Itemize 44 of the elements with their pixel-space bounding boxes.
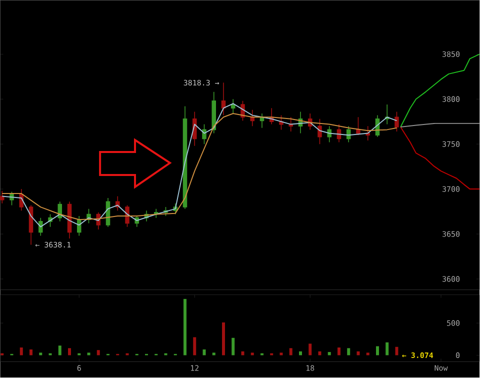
candlestick	[58, 201, 62, 222]
bar	[347, 348, 350, 356]
candlestick	[38, 218, 43, 236]
bar	[308, 344, 312, 356]
bar	[193, 337, 196, 356]
bar	[20, 348, 23, 356]
bar	[184, 299, 186, 356]
bar	[298, 352, 302, 356]
candlestick	[192, 111, 197, 146]
candlestick	[394, 111, 399, 132]
bar	[386, 342, 389, 356]
bar	[212, 352, 216, 356]
bar	[395, 347, 398, 356]
candlestick	[76, 216, 82, 236]
candlestick	[318, 118, 322, 145]
bar	[366, 352, 370, 356]
candlestick	[366, 126, 370, 142]
bar	[376, 346, 379, 356]
bar	[250, 352, 254, 356]
bar	[232, 338, 235, 356]
candlestick	[250, 110, 254, 127]
bar	[96, 350, 100, 356]
bar	[58, 346, 62, 356]
bar	[356, 352, 360, 356]
bar	[280, 352, 283, 356]
candlestick	[0, 190, 4, 204]
candlestick	[260, 113, 264, 128]
bar	[39, 352, 42, 356]
candlestick	[288, 116, 293, 132]
bar	[222, 322, 225, 356]
bar	[328, 352, 331, 356]
candlestick	[221, 82, 226, 116]
bar	[289, 348, 292, 356]
candlestick	[212, 92, 216, 134]
candlestick	[356, 116, 360, 136]
line-series	[400, 126, 480, 190]
candlestick	[230, 98, 236, 114]
bar	[30, 350, 33, 356]
bar	[241, 352, 244, 356]
bar	[202, 350, 206, 356]
bar	[337, 348, 340, 356]
bar	[68, 348, 71, 356]
bar	[318, 352, 322, 356]
candlestick	[19, 188, 24, 212]
